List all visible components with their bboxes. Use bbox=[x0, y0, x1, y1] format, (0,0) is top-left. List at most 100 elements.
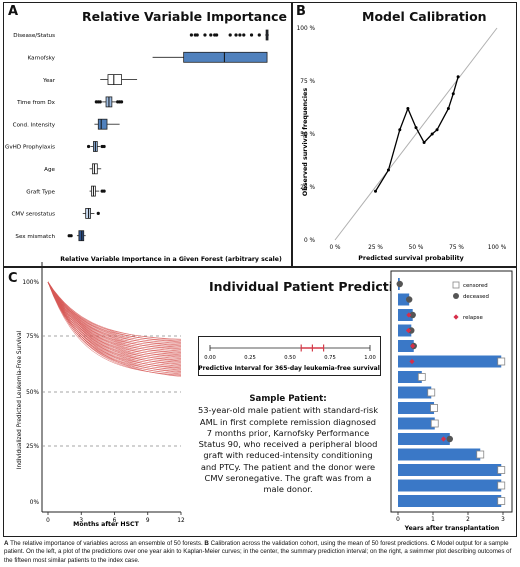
swimmer-x-tick: 3 bbox=[501, 517, 505, 523]
calibration-point bbox=[386, 168, 390, 172]
survival-curves-chart: 0 3 6 9 120%25%50%75%100% Months after HSCT … bbox=[17, 262, 185, 528]
calibration-x-tick: 25 % bbox=[368, 245, 383, 251]
survival-y-tick: 100% bbox=[22, 280, 39, 286]
survival-curve bbox=[47, 281, 182, 372]
importance-outlier bbox=[98, 100, 102, 104]
survival-curve bbox=[47, 281, 182, 370]
calibration-point bbox=[446, 107, 450, 111]
survival-curve bbox=[47, 281, 182, 365]
interval-label: Predictive Interval for 365-day leukemia… bbox=[198, 365, 380, 372]
survival-curve bbox=[47, 281, 182, 377]
caption-c-label: C bbox=[430, 540, 436, 547]
survival-x-axis-label: Months after HSCT bbox=[73, 521, 139, 528]
relapse-marker bbox=[406, 312, 412, 318]
calibration-x-tick: 50 % bbox=[409, 245, 424, 251]
importance-box bbox=[107, 74, 122, 85]
importance-label: CMV serostatus bbox=[12, 212, 56, 218]
calibration-point bbox=[451, 92, 455, 96]
survival-curve bbox=[47, 281, 182, 361]
importance-box bbox=[97, 118, 108, 130]
survival-curve bbox=[47, 281, 182, 357]
importance-outlier bbox=[86, 144, 91, 149]
importance-boxplot: Disease/Status Karnofsky Year Time from Dx C… bbox=[5, 29, 282, 263]
importance-x-axis-label: Relative Variable Importance in a Given … bbox=[60, 256, 282, 263]
interval-tick: 0.50 bbox=[284, 355, 296, 361]
deceased-marker bbox=[446, 435, 453, 443]
calibration-x-axis-label: Predicted survival probability bbox=[358, 255, 463, 262]
interval-tick: 0.00 bbox=[204, 355, 216, 361]
deceased-marker bbox=[408, 327, 415, 334]
swimmer-plot: 0 1 2 3 censored deceased relapse Years after… bbox=[390, 270, 513, 532]
importance-outlier bbox=[102, 144, 106, 149]
importance-outlier bbox=[203, 33, 207, 37]
panel-a-title: Relative Variable Importance bbox=[82, 9, 288, 24]
swimmer-bar bbox=[398, 340, 414, 352]
survival-x-tick: 12 bbox=[177, 518, 185, 524]
survival-x-tick: 0 bbox=[46, 518, 50, 524]
swimmer-bar bbox=[398, 402, 435, 414]
swimmer-bar bbox=[398, 464, 502, 476]
interval-box bbox=[198, 336, 381, 376]
panel-a-letter: A bbox=[8, 4, 19, 19]
importance-box bbox=[183, 51, 268, 63]
importance-label: Karnofsky bbox=[28, 56, 56, 62]
calibration-x-tick: 75 % bbox=[449, 245, 464, 251]
importance-outlier bbox=[257, 33, 261, 37]
sample-patient-description: Sample Patient: 53-year-old male patient… bbox=[196, 394, 380, 496]
importance-label: Disease/Status bbox=[13, 33, 55, 39]
importance-outlier bbox=[102, 189, 106, 193]
importance-outlier bbox=[69, 234, 73, 238]
calibration-x-tick: 100 % bbox=[488, 245, 507, 251]
swimmer-bar bbox=[398, 371, 422, 383]
legend-relapse-icon bbox=[453, 314, 459, 320]
calibration-point bbox=[435, 128, 439, 132]
calibration-point bbox=[406, 107, 410, 111]
importance-outlier bbox=[195, 33, 199, 37]
calibration-y-tick: 25 % bbox=[300, 185, 315, 191]
survival-curve bbox=[47, 281, 182, 364]
swimmer-bar bbox=[398, 448, 481, 461]
censored-marker bbox=[497, 481, 506, 490]
censored-marker bbox=[497, 497, 506, 505]
calibration-x-tick: 0 % bbox=[329, 245, 341, 251]
importance-outlier bbox=[96, 211, 100, 215]
legend-censored-icon bbox=[452, 281, 460, 289]
importance-label: Age bbox=[44, 167, 55, 173]
survival-y-tick: 75% bbox=[26, 334, 39, 340]
importance-label: Year bbox=[42, 78, 56, 84]
swimmer-x-tick: 1 bbox=[431, 517, 435, 523]
survival-curve bbox=[47, 281, 182, 367]
calibration-point bbox=[430, 132, 434, 136]
importance-outlier bbox=[119, 100, 124, 104]
survival-y-tick: 0% bbox=[30, 500, 40, 506]
survival-x-tick: 6 bbox=[113, 518, 117, 524]
importance-outlier bbox=[215, 33, 219, 37]
caption-b-text: Calibration across the validation cohort… bbox=[210, 540, 430, 547]
interval-tick: 1.00 bbox=[364, 355, 376, 361]
swimmer-bar bbox=[398, 293, 410, 306]
survival-x-tick: 3 bbox=[79, 518, 83, 524]
calibration-point bbox=[456, 75, 460, 79]
deceased-marker bbox=[409, 311, 416, 319]
survival-curve bbox=[47, 281, 182, 368]
panel-c-frame bbox=[3, 266, 517, 537]
censored-marker bbox=[497, 466, 506, 474]
caption-b-label: B bbox=[204, 540, 209, 547]
swimmer-bar bbox=[398, 433, 450, 445]
figure-caption: A The relative importance of variables a… bbox=[4, 540, 516, 565]
deceased-marker bbox=[396, 280, 403, 288]
calibration-y-tick: 50 % bbox=[300, 132, 315, 138]
swimmer-bar bbox=[398, 324, 412, 337]
survival-y-axis-label: Individualized Predicted Leukemia-Free S… bbox=[17, 330, 23, 469]
swimmer-x-tick: 0 bbox=[396, 517, 400, 523]
censored-marker bbox=[497, 357, 506, 366]
calibration-y-tick: 75 % bbox=[300, 79, 315, 85]
sample-patient-heading: Sample Patient: bbox=[249, 394, 327, 404]
importance-outlier bbox=[209, 33, 213, 37]
calibration-chart: 0 % 25 % 50 % 75 % 100 % 0 % 25 % 50 % 75 % 100 %… bbox=[297, 26, 507, 262]
swimmer-bar bbox=[398, 495, 502, 507]
calibration-point bbox=[422, 140, 426, 144]
importance-outlier bbox=[234, 33, 238, 37]
swimmer-x-tick: 2 bbox=[466, 517, 470, 523]
legend-label: deceased bbox=[463, 294, 489, 300]
